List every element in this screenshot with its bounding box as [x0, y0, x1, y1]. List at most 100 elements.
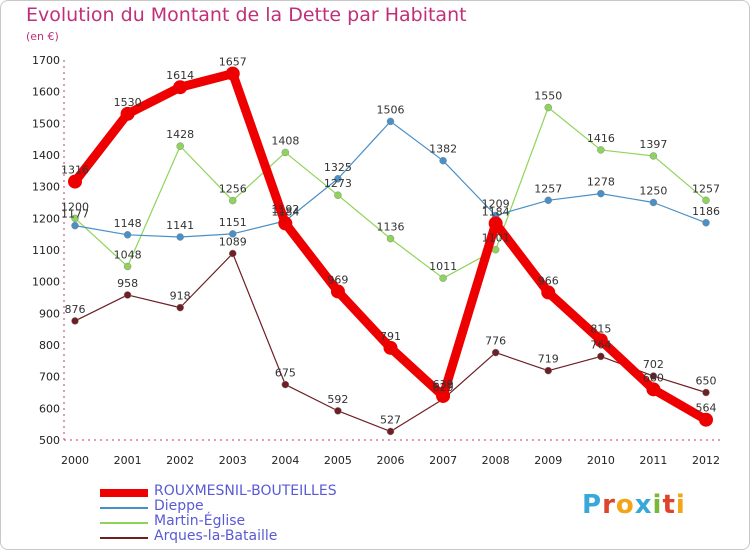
data-label: 1151 [219, 216, 247, 229]
data-point [176, 233, 184, 241]
data-point [229, 196, 237, 205]
data-label: 1614 [166, 69, 194, 82]
data-point [229, 230, 237, 238]
legend-label: ROUXMESNIL-BOUTEILLES [154, 483, 337, 499]
data-label: 675 [275, 367, 296, 380]
data-label: 1141 [166, 219, 194, 232]
data-label: 776 [485, 335, 506, 348]
data-label: 815 [590, 322, 611, 335]
data-point [491, 348, 500, 357]
data-label: 719 [538, 353, 559, 366]
data-point [386, 234, 395, 243]
data-label: 1257 [534, 182, 562, 195]
data-point [71, 214, 79, 223]
data-point [123, 231, 132, 239]
y-tick-label: 600 [39, 402, 60, 415]
legend-swatch [100, 537, 148, 539]
data-point [702, 388, 710, 397]
y-tick-label: 1400 [32, 149, 60, 162]
proxiti-logo: Proxiti [582, 490, 686, 520]
data-label: 1256 [219, 183, 247, 196]
data-label: 1184 [271, 205, 299, 218]
legend-label: Martin-Église [154, 513, 246, 529]
axes: 5006007008009001000110012001300140015001… [32, 54, 722, 467]
x-tick-label: 2008 [482, 454, 510, 467]
data-point [225, 66, 240, 81]
data-label: 1408 [271, 134, 299, 147]
data-label: 958 [117, 277, 138, 290]
data-point [281, 148, 290, 157]
y-tick-label: 1300 [32, 181, 60, 194]
x-tick-label: 2003 [219, 454, 247, 467]
y-tick-label: 1600 [32, 86, 60, 99]
data-label: 1209 [482, 197, 510, 210]
x-tick-label: 2004 [271, 454, 299, 467]
data-point [544, 366, 552, 375]
data-label: 1325 [324, 161, 352, 174]
x-tick-label: 2009 [534, 454, 562, 467]
data-label: 1550 [534, 90, 562, 103]
data-point [541, 285, 556, 300]
legend-swatch [100, 522, 148, 524]
data-label: 966 [538, 274, 559, 287]
logo-letter: r [602, 490, 616, 520]
data-label: 1048 [114, 248, 142, 261]
data-label: 564 [696, 402, 717, 415]
y-tick-label: 1700 [32, 54, 60, 67]
data-point [176, 303, 184, 312]
y-tick-label: 1200 [32, 212, 60, 225]
series-layer [68, 66, 713, 436]
data-point [173, 80, 188, 95]
data-point [649, 152, 658, 160]
x-tick-label: 2006 [377, 454, 405, 467]
data-label: 1177 [61, 208, 89, 221]
data-point [702, 219, 710, 227]
x-tick-label: 2005 [324, 454, 352, 467]
data-label: 791 [380, 330, 401, 343]
series-line-0 [70, 69, 711, 425]
data-point [330, 284, 345, 299]
data-label: 876 [65, 303, 86, 316]
data-label: 1506 [377, 103, 405, 116]
data-point [123, 291, 132, 299]
data-label: 1428 [166, 128, 194, 141]
data-label: 764 [590, 338, 611, 351]
data-label: 1382 [429, 143, 457, 156]
logo-letter: x [634, 490, 653, 520]
y-tick-label: 1500 [32, 117, 60, 130]
data-label: 1184 [482, 205, 510, 218]
data-point [491, 245, 500, 254]
data-label: 592 [327, 393, 348, 406]
x-tick-label: 2007 [429, 454, 457, 467]
data-point [383, 340, 398, 355]
data-point [544, 103, 552, 112]
data-point [597, 189, 605, 198]
data-point [120, 106, 135, 121]
y-tick-label: 1000 [32, 276, 60, 289]
data-point [649, 372, 658, 380]
logo-letter: i [652, 490, 663, 520]
data-point [71, 221, 79, 230]
data-point [597, 146, 605, 154]
logo-letter: i [675, 490, 686, 520]
data-point [334, 191, 342, 199]
data-point [278, 216, 293, 231]
data-label: 1136 [377, 221, 405, 234]
data-point [386, 117, 395, 126]
data-label: 650 [696, 375, 717, 388]
data-point [229, 249, 237, 258]
logo-letter: t [662, 490, 676, 520]
logo-letter: P [582, 490, 603, 520]
data-label: 527 [380, 413, 401, 426]
data-point [544, 196, 552, 205]
x-tick-label: 2001 [114, 454, 142, 467]
data-label: 1273 [324, 177, 352, 190]
chart-subtitle: (en €) [26, 30, 59, 43]
x-tick-label: 2010 [587, 454, 615, 467]
y-tick-label: 700 [39, 371, 60, 384]
data-point [281, 380, 290, 389]
data-label: 1011 [429, 260, 457, 273]
data-point [436, 388, 451, 403]
